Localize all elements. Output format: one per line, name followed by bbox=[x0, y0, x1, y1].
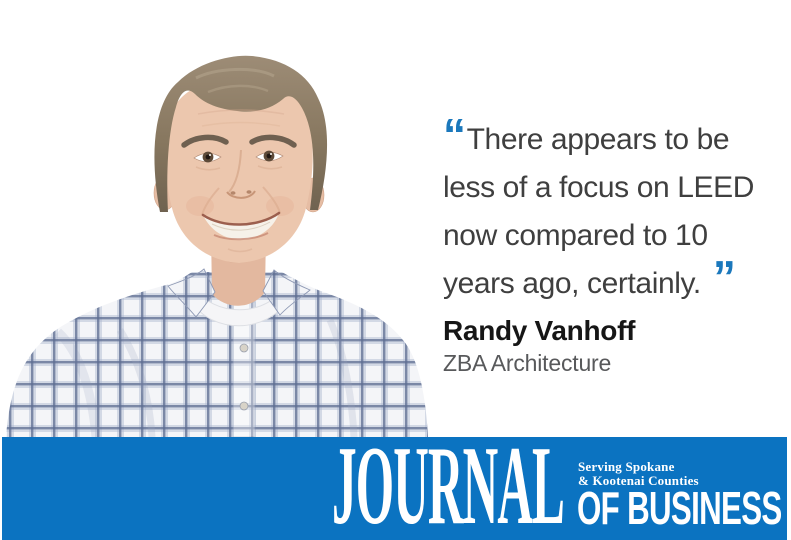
quote-line-text: less of a focus on LEED bbox=[443, 171, 754, 204]
quote-block: “There appears to be less of a focus on … bbox=[443, 109, 783, 376]
attribution-name: Randy Vanhoff bbox=[443, 315, 636, 346]
attribution-org: ZBA Architecture bbox=[443, 350, 612, 376]
quote-line-text: years ago, certainly. bbox=[443, 267, 701, 300]
tagline-line-1: Serving Spokane bbox=[578, 459, 675, 474]
quote-line-4: years ago, certainly.” bbox=[443, 251, 736, 303]
portrait-photo bbox=[6, 55, 428, 437]
quote-line-text: now compared to 10 bbox=[443, 219, 708, 252]
masthead-journal-wordmark: JOURNAL bbox=[332, 424, 565, 540]
masthead-tagline: Serving Spokane & Kootenai Counties bbox=[578, 460, 699, 488]
quote-line-1: “There appears to be bbox=[443, 109, 730, 161]
masthead-of-business: OF BUSINESS bbox=[577, 482, 782, 534]
tagline-line-2: & Kootenai Counties bbox=[578, 473, 699, 488]
hair bbox=[154, 55, 328, 213]
masthead-banner: JOURNAL Serving Spokane & Kootenai Count… bbox=[2, 424, 787, 540]
quote-line-text: There appears to be bbox=[466, 123, 730, 156]
quote-line-3: now compared to 10 bbox=[443, 212, 783, 260]
plaid-shirt bbox=[6, 272, 428, 437]
quote-line-2: less of a focus on LEED bbox=[443, 164, 783, 212]
